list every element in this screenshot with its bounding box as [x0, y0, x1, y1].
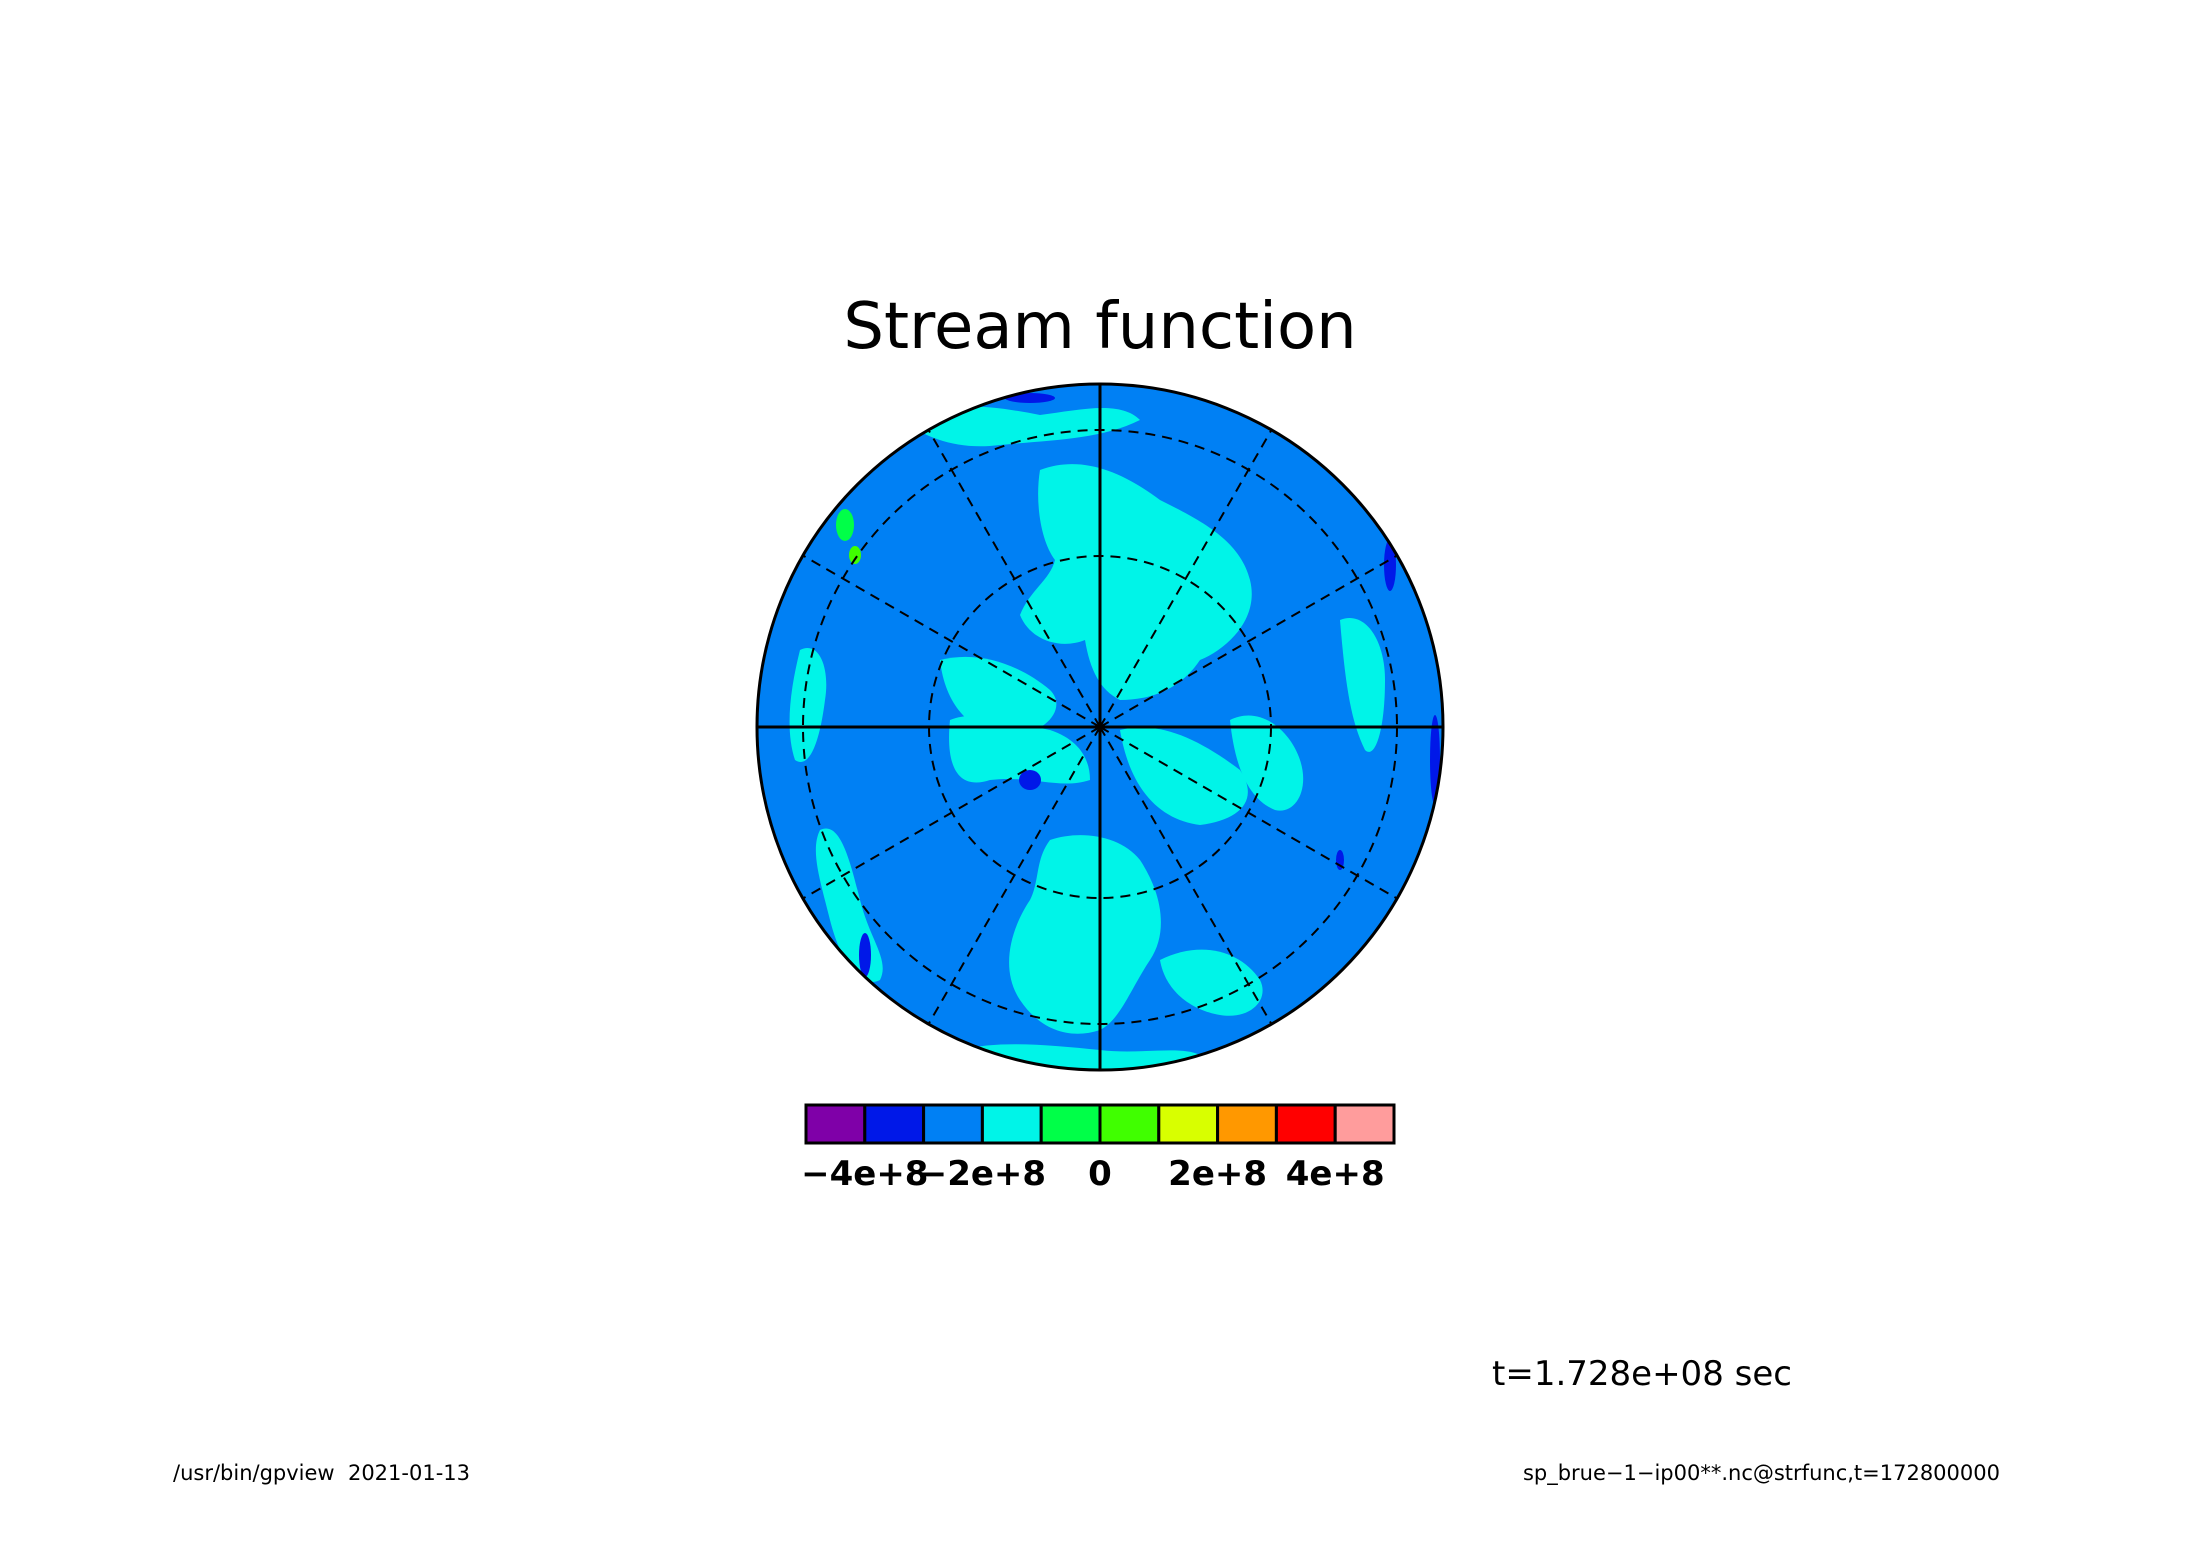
- polar-map: [755, 382, 1445, 1072]
- colorbar: [804, 1103, 1396, 1145]
- meridian-line: [802, 554, 1101, 728]
- contour-region: [789, 648, 827, 762]
- contour-fill-layer: [789, 393, 1440, 1070]
- contour-region: [859, 933, 871, 977]
- contour-region: [1120, 727, 1248, 825]
- contour-region: [1384, 539, 1396, 591]
- meridian-line: [1099, 429, 1273, 728]
- colorbar-tick-label: 2e+8: [1168, 1154, 1267, 1194]
- colorbar-swatch: [1157, 1103, 1220, 1145]
- footer-right: sp_brue−1−ip00**.nc@strfunc,t=172800000: [1523, 1461, 2000, 1486]
- colorbar-swatch: [804, 1103, 867, 1145]
- colorbar-tick-label: 0: [1088, 1154, 1112, 1194]
- colorbar-swatch: [1098, 1103, 1161, 1145]
- meridian-line: [1099, 726, 1398, 900]
- colorbar-tick-label: −2e+8: [919, 1154, 1046, 1194]
- colorbar-swatch: [1274, 1103, 1337, 1145]
- chart-title: Stream function: [843, 290, 1356, 364]
- meridian-line: [1099, 726, 1273, 1025]
- footer-left: /usr/bin/gpview 2021-01-13: [173, 1461, 470, 1485]
- contour-region: [849, 546, 861, 564]
- colorbar-swatch: [1333, 1103, 1396, 1145]
- meridian-line: [927, 726, 1101, 1025]
- colorbar-swatch: [980, 1103, 1043, 1145]
- meridian-line: [1099, 554, 1398, 728]
- map-boundary: [755, 382, 1445, 1072]
- meridian-line: [927, 429, 1101, 728]
- map-gridlines: [757, 384, 1443, 1070]
- colorbar-swatch: [863, 1103, 926, 1145]
- contour-region: [940, 656, 1057, 736]
- colorbar-tick-labels: −4e+8−2e+8 0 2e+8 4e+8: [801, 1154, 1385, 1194]
- contour-region: [900, 406, 1140, 447]
- colorbar-swatch: [1039, 1103, 1102, 1145]
- contour-region: [949, 715, 1090, 784]
- colorbar-tick-label: 4e+8: [1286, 1154, 1385, 1194]
- colorbar-tick-label: −4e+8: [801, 1154, 928, 1194]
- meridian-line: [802, 726, 1101, 900]
- contour-region: [1019, 770, 1041, 790]
- contour-region: [1020, 464, 1252, 700]
- time-label: t=1.728e+08 sec: [1492, 1354, 1792, 1394]
- colorbar-swatch: [1216, 1103, 1278, 1145]
- contour-region: [836, 509, 854, 541]
- colorbar-swatch: [922, 1103, 984, 1145]
- contour-region: [1340, 618, 1385, 752]
- contour-region: [1009, 835, 1161, 1034]
